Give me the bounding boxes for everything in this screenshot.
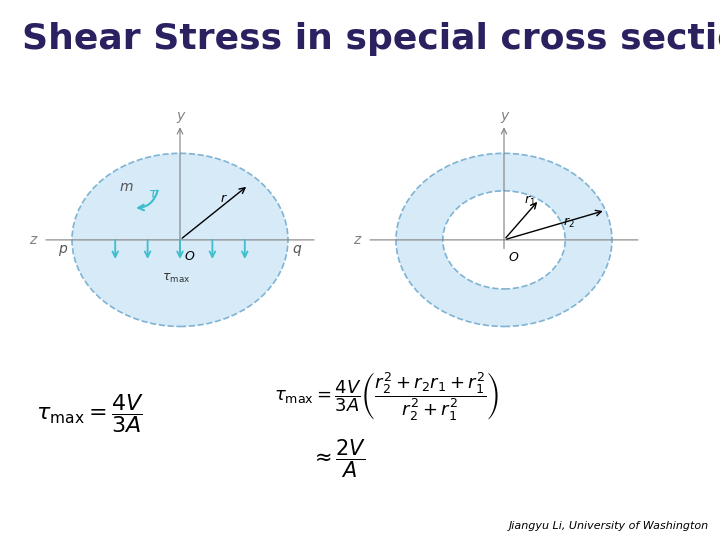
Text: $O$: $O$ (184, 250, 195, 264)
Text: z: z (353, 233, 360, 247)
Circle shape (396, 153, 612, 327)
Text: z: z (29, 233, 36, 247)
Text: $q$: $q$ (292, 242, 302, 258)
Text: $r_1$: $r_1$ (524, 194, 536, 208)
Circle shape (72, 153, 288, 327)
Text: y: y (176, 109, 184, 123)
Text: $\tau_{\max}$: $\tau_{\max}$ (162, 272, 191, 285)
Text: $\tau_{\max} = \dfrac{4V}{3A}$: $\tau_{\max} = \dfrac{4V}{3A}$ (36, 392, 144, 435)
Text: Shear Stress in special cross sections: Shear Stress in special cross sections (22, 22, 720, 56)
Text: $\approx \dfrac{2V}{A}$: $\approx \dfrac{2V}{A}$ (310, 438, 366, 481)
Text: $\tau_{\max} = \dfrac{4V}{3A}\left(\dfrac{r_2^2 + r_2 r_1 + r_1^2}{r_2^2 + r_1^2: $\tau_{\max} = \dfrac{4V}{3A}\left(\dfra… (274, 370, 499, 422)
Text: $r_2$: $r_2$ (563, 215, 575, 230)
Text: $m$: $m$ (119, 180, 133, 194)
Text: $\tau$: $\tau$ (148, 187, 158, 201)
Text: $r$: $r$ (220, 192, 228, 205)
Circle shape (443, 191, 565, 289)
Text: Jiangyu Li, University of Washington: Jiangyu Li, University of Washington (509, 521, 709, 531)
Text: $p$: $p$ (58, 242, 68, 258)
Text: y: y (500, 109, 508, 123)
Text: $O$: $O$ (508, 252, 519, 265)
